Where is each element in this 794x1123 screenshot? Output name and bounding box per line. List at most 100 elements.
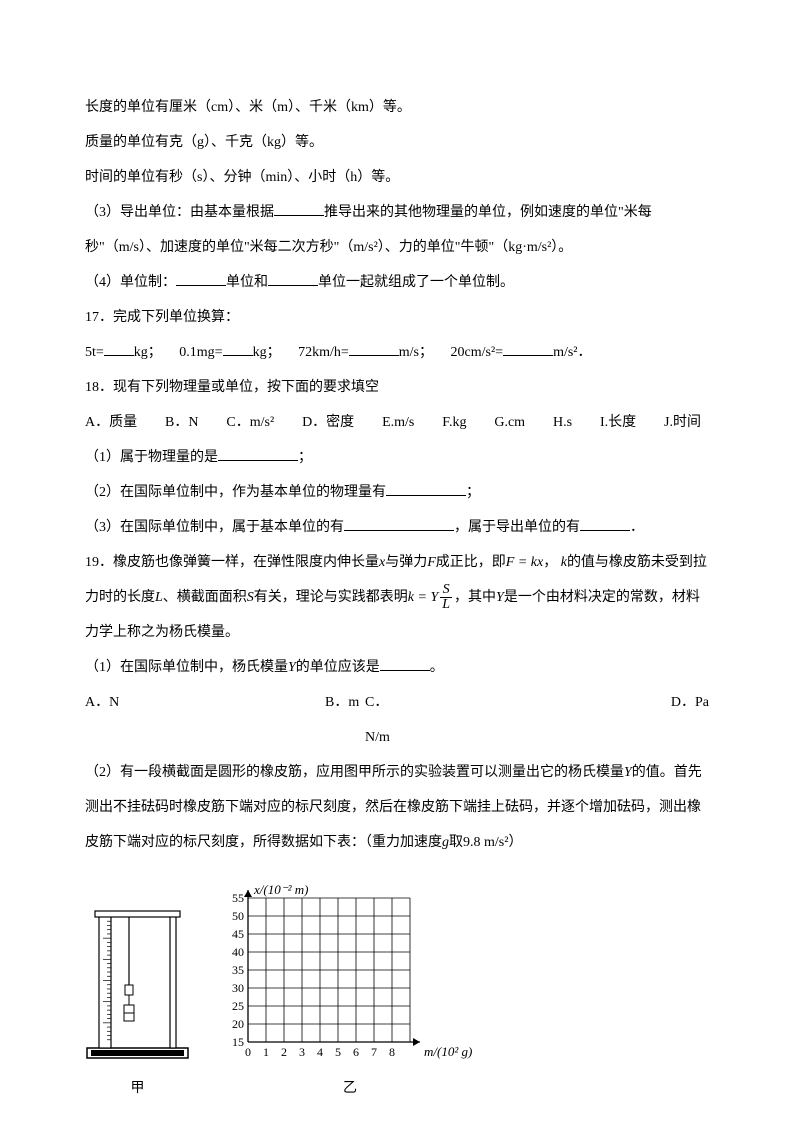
blank[interactable] [274,199,324,216]
opt-i: I.长度 [600,405,636,440]
text: ． [630,520,644,535]
svg-text:8: 8 [389,1045,395,1059]
svg-text:50: 50 [232,909,244,923]
q19-1: （1）在国际单位制中，杨氏模量Y的单位应该是。 [85,650,709,685]
text: （3）导出单位：由基本量根据 [85,205,274,220]
denominator: L [440,598,452,612]
text: m/s； [399,345,433,360]
opt-g: G.cm [494,405,525,440]
opt-h: H.s [553,405,572,440]
text: 成正比，即 [436,555,506,570]
svg-text:25: 25 [232,999,244,1013]
svg-text:7: 7 [371,1045,377,1059]
opt-d: D．密度 [302,405,354,440]
text: 72km/h= [298,345,349,360]
svg-text:55: 55 [232,891,244,905]
text: （2）有一段横截面是圆形的橡皮筋，应用图甲所示的实验装置可以测量出它的杨氏模量 [85,765,624,780]
text: 单位一起就组成了一个单位制。 [318,275,514,290]
text: 19．橡皮筋也像弹簧一样，在弹性限度内伸长量 [85,555,379,570]
q19-2: （2）有一段横截面是圆形的橡皮筋，应用图甲所示的实验装置可以测量出它的杨氏模量Y… [85,755,709,860]
chart-figure: 152025303540455055012345678x/(10⁻² m)m/(… [220,880,480,1099]
var-y: Y [288,660,296,675]
q17-items: 5t= kg； 0.1mg= kg； 72km/h= m/s； 20cm/s²= m/s… [85,335,709,370]
svg-text:45: 45 [232,927,244,941]
figures-row: 甲 152025303540455055012345678x/(10⁻² m)m… [85,880,709,1099]
text: 的单位应该是 [296,660,380,675]
fraction-s-l: SL [440,583,452,612]
text: 有关，理论与实践都表明 [254,590,408,605]
q18-options: A．质量 B．N C．m/s² D．密度 E.m/s F.kg G.cm H.s… [85,405,709,440]
var-s: S [247,590,254,605]
text: （4）单位制： [85,275,176,290]
text: m/s²． [553,345,591,360]
blank[interactable] [380,654,430,671]
var-g: g [442,835,449,850]
text: 5t= [85,345,104,360]
text: 0.1mg= [179,345,222,360]
opt-b: B．N [165,405,198,440]
blank[interactable] [268,269,318,286]
eq-k-lhs: k = Y [408,590,438,605]
svg-text:0: 0 [245,1045,251,1059]
opt-a: A．质量 [85,405,137,440]
text: kg； [134,345,162,360]
text: ； [466,485,480,500]
svg-text:3: 3 [299,1045,305,1059]
blank[interactable] [580,514,630,531]
apparatus-figure: 甲 [85,905,190,1099]
blank[interactable] [349,339,399,356]
svg-text:30: 30 [232,981,244,995]
text: 与弹力 [385,555,427,570]
svg-text:x/(10⁻² m): x/(10⁻² m) [253,882,308,897]
text: kg； [253,345,281,360]
svg-text:15: 15 [232,1035,244,1049]
chart-svg: 152025303540455055012345678x/(10⁻² m)m/(… [220,880,480,1060]
para-unit-system: （4）单位制： 单位和 单位一起就组成了一个单位制。 [85,265,709,300]
text: 20cm/s²= [451,345,504,360]
text: 、横截面面积 [163,590,247,605]
choice-a: A．N [85,685,325,755]
para-time-units: 时间的单位有秒（s）、分钟（min）、小时（h）等。 [85,160,709,195]
para-mass-units: 质量的单位有克（g）、千克（kg）等。 [85,125,709,160]
blank[interactable] [223,339,253,356]
choice-c: C．N/m [365,685,405,755]
text: 单位和 [226,275,268,290]
var-y: Y [624,765,632,780]
q18-2: （2）在国际单位制中，作为基本单位的物理量有 ； [85,475,709,510]
chart-label: 乙 [220,1078,480,1099]
blank[interactable] [344,514,454,531]
choice-b: B．m [325,685,365,755]
q18-1: （1）属于物理量的是； [85,440,709,475]
var-l: L [155,590,163,605]
text: （2）在国际单位制中，作为基本单位的物理量有 [85,485,386,500]
svg-text:1: 1 [263,1045,269,1059]
blank[interactable] [176,269,226,286]
text: 取 [449,835,463,850]
text: （3）在国际单位制中，属于基本单位的有 [85,520,344,535]
svg-text:m/(10² g): m/(10² g) [424,1044,472,1059]
numerator: S [440,583,452,598]
q18-title: 18．现有下列物理量或单位，按下面的要求填空 [85,370,709,405]
svg-text:5: 5 [335,1045,341,1059]
para-derived-units: （3）导出单位：由基本量根据推导出来的其他物理量的单位，例如速度的单位"米每秒"… [85,195,709,265]
svg-text:35: 35 [232,963,244,977]
text: ，其中 [454,590,496,605]
apparatus-label: 甲 [85,1078,190,1099]
var-y: Y [496,590,504,605]
blank[interactable] [104,339,134,356]
eq-fkx: F = kx [506,555,543,570]
text: ，属于导出单位的有 [454,520,580,535]
apparatus-svg [85,905,190,1060]
blank[interactable] [218,444,298,461]
blank[interactable] [503,339,553,356]
var-f: F [427,555,436,570]
blank[interactable] [386,479,466,496]
opt-f: F.kg [442,405,466,440]
text: ） [508,835,522,850]
para-length-units: 长度的单位有厘米（cm）、米（m）、千米（km）等。 [85,90,709,125]
text: 。 [430,660,444,675]
opt-e: E.m/s [382,405,414,440]
text: （1）属于物理量的是 [85,450,218,465]
choice-d: D．Pa [649,685,709,755]
q19-1-choices: A．N B．m C．N/m D．Pa [85,685,709,755]
